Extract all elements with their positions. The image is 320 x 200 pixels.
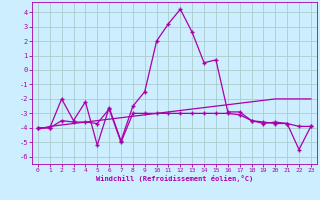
X-axis label: Windchill (Refroidissement éolien,°C): Windchill (Refroidissement éolien,°C)	[96, 175, 253, 182]
